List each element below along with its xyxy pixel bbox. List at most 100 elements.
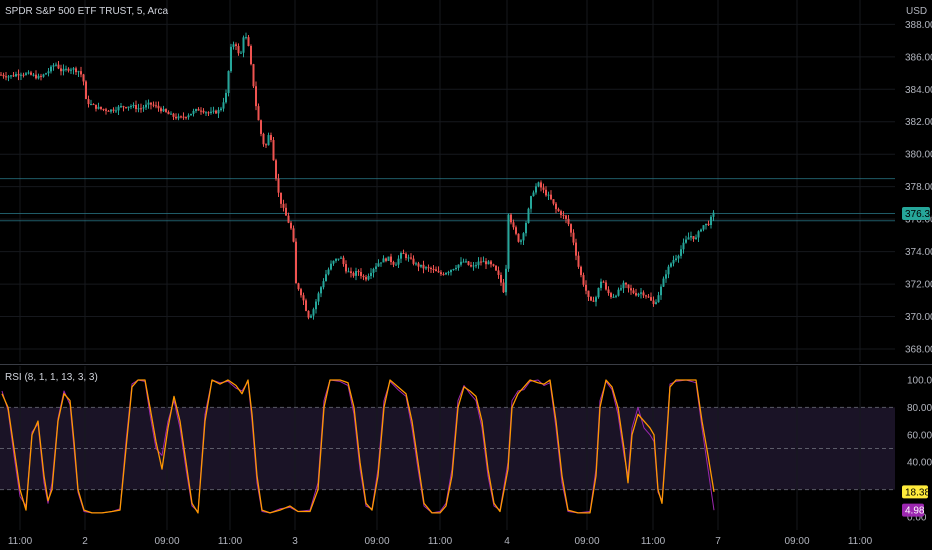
candle-body: [247, 37, 250, 47]
candle-body: [117, 106, 120, 111]
candle-body: [572, 232, 575, 243]
time-tick-label: 09:00: [154, 536, 179, 547]
candle-body: [327, 269, 330, 275]
candle-body: [237, 46, 240, 54]
candle-body: [10, 75, 12, 77]
time-tick-label: 09:00: [364, 536, 389, 547]
candle-body: [300, 289, 302, 296]
candle-body: [177, 116, 180, 119]
candle-body: [430, 267, 432, 270]
candle-body: [230, 46, 232, 72]
candle-body: [707, 223, 710, 225]
candle-body: [322, 281, 325, 288]
rsi-k-value: 18.38: [905, 487, 930, 498]
candle-body: [12, 75, 15, 77]
candle-body: [622, 282, 625, 289]
candle-body: [662, 278, 665, 287]
candle-body: [670, 263, 672, 267]
candle-body: [40, 75, 42, 77]
candle-body: [467, 261, 470, 266]
candle-body: [332, 260, 335, 264]
candle-body: [212, 110, 215, 112]
rsi-k-badge: 18.38: [902, 485, 930, 499]
candle-body: [475, 265, 477, 267]
price-horizontal-lines: [0, 178, 895, 222]
candle-body: [672, 260, 675, 264]
candle-body: [455, 267, 457, 270]
rsi-k-line: [1, 379, 715, 514]
candle-body: [80, 71, 82, 75]
time-tick-label: 4: [504, 536, 510, 547]
candle-body: [425, 267, 427, 269]
candle-body: [685, 239, 687, 243]
last-price-badge-bg: [902, 206, 930, 220]
candle-body: [452, 269, 455, 271]
candle-body: [32, 74, 35, 76]
candle-body: [597, 287, 600, 298]
time-tick-label: 11:00: [218, 536, 243, 547]
candle-body: [497, 270, 500, 275]
candle-body: [545, 189, 547, 196]
candle-body: [22, 74, 25, 76]
candle-body: [410, 257, 412, 259]
candle-body: [337, 258, 340, 260]
price-candles: [0, 32, 715, 320]
candle-body: [615, 295, 617, 297]
candle-body: [172, 113, 175, 117]
time-axis[interactable]: 11:00 2 09:00 11:00 3 09:00 11:00 4 09:00 11:00 7 0…: [8, 536, 873, 547]
candle-body: [650, 297, 652, 301]
candle-body: [382, 258, 385, 263]
candle-body: [325, 274, 327, 282]
candle-body: [550, 194, 552, 200]
candle-body: [307, 310, 310, 318]
candle-body: [700, 229, 702, 232]
last-price-badge: 376.35: [902, 206, 932, 220]
candle-body: [355, 271, 357, 276]
candle-body: [202, 110, 205, 113]
price-tick-label: 386.00: [905, 52, 932, 63]
candle-body: [280, 192, 282, 204]
rsi-axis[interactable]: 100.00 80.00 60.00 40.00 0.00: [907, 376, 932, 524]
candle-body: [690, 236, 692, 238]
candle-body: [402, 253, 405, 255]
candle-body: [45, 73, 47, 75]
candle-body: [387, 256, 390, 261]
candle-body: [187, 115, 190, 118]
candle-body: [557, 209, 560, 212]
candle-body: [345, 264, 347, 272]
candle-body: [130, 106, 132, 108]
candle-body: [530, 196, 532, 209]
candle-body: [112, 109, 115, 111]
candle-body: [457, 264, 460, 268]
candle-body: [140, 108, 142, 110]
candle-body: [507, 214, 510, 269]
candle-body: [652, 300, 655, 304]
symbol-title: SPDR S&P 500 ETF TRUST, 5, Arca: [5, 6, 168, 17]
candle-body: [642, 292, 645, 296]
rsi-d-badge-bg: [902, 503, 924, 517]
candle-body: [47, 71, 50, 74]
candle-body: [107, 110, 110, 112]
candle-body: [525, 222, 527, 234]
candle-body: [105, 109, 107, 111]
time-tick-label: 11:00: [641, 536, 666, 547]
candle-body: [592, 300, 595, 302]
candle-body: [372, 268, 375, 273]
candle-body: [500, 274, 502, 283]
candle-body: [552, 199, 555, 204]
candle-body: [52, 65, 55, 67]
candle-body: [30, 72, 32, 75]
candle-body: [352, 272, 355, 276]
candle-body: [677, 255, 680, 259]
candle-body: [85, 81, 87, 100]
price-axis[interactable]: 388.00 386.00 384.00 382.00 380.00 378.00 376.…: [905, 20, 932, 356]
candle-body: [412, 258, 415, 264]
candle-body: [335, 258, 337, 261]
candle-body: [90, 104, 92, 106]
price-tick-label: 382.00: [905, 117, 932, 128]
candle-body: [310, 315, 312, 318]
candle-body: [122, 106, 125, 108]
candle-body: [465, 261, 467, 263]
rsi-tick-label: 60.00: [907, 430, 932, 441]
